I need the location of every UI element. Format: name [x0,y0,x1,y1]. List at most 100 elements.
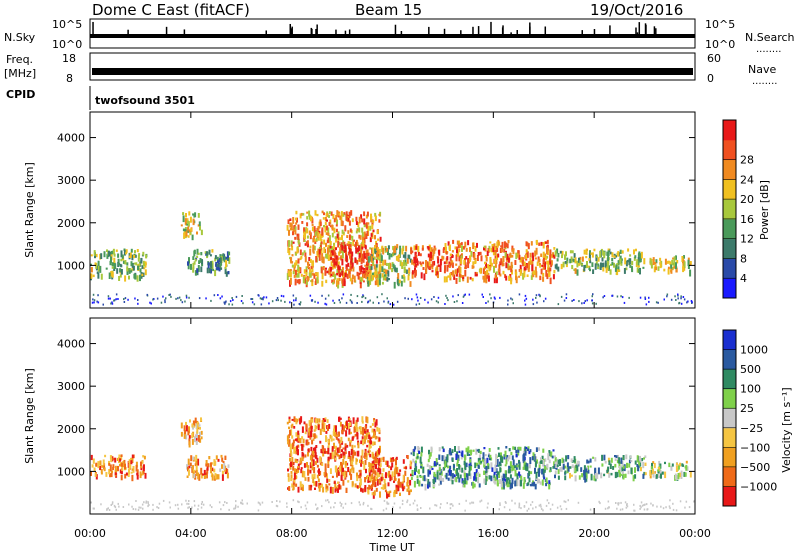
echo-cell [553,269,556,274]
echo-cell [628,258,631,265]
echo-cell [554,457,557,462]
ground-scatter-cell [655,301,658,304]
ground-scatter-cell [623,301,626,304]
ground-scatter-cell [461,302,464,304]
echo-cell [336,219,338,225]
echo-cell [592,269,595,274]
ground-scatter-cell [512,302,514,305]
echo-cell [309,245,312,249]
ground-scatter-cell [147,502,149,505]
nsky-tick-bottom: 10^0 [52,38,82,51]
echo-cell [376,256,379,261]
ground-scatter-cell [415,303,418,306]
echo-cell [650,263,653,269]
echo-cell [296,279,299,284]
echo-cell [549,277,552,285]
echo-cell [287,468,289,472]
ground-scatter-cell [131,505,133,508]
echo-cell [495,468,498,474]
ground-scatter-cell [201,501,203,503]
echo-cell [687,259,690,266]
echo-cell [369,446,372,449]
echo-cell [487,463,490,466]
echo-cell [290,478,293,482]
echo-cell [312,244,315,252]
echo-cell [290,429,293,436]
echo-cell [617,251,620,257]
echo-cell [541,479,544,486]
echo-cell [510,451,513,456]
echo-cell [314,424,317,431]
echo-cell [199,438,202,443]
echo-cell [465,480,468,484]
echo-cell [347,241,350,246]
ground-scatter-cell [147,505,149,508]
echo-cell [601,257,604,262]
echo-cell [622,473,625,480]
ground-scatter-cell [549,508,552,511]
echo-cell [429,470,431,475]
echo-cell [493,243,496,248]
echo-cell [95,253,98,258]
echo-cell [607,255,610,262]
ground-scatter-cell [91,301,94,304]
echo-cell [295,252,297,256]
echo-cell [190,228,193,232]
echo-cell [494,245,497,251]
echo-cell [326,478,329,483]
echo-cell [356,459,358,462]
echo-cell [297,430,300,435]
ground-scatter-cell [275,504,278,507]
echo-cell [335,425,337,432]
ground-scatter-cell [188,296,190,299]
ground-scatter-cell [415,293,418,296]
echo-cell [545,269,548,277]
echo-cell [292,231,294,236]
echo-cell [306,211,309,214]
echo-cell [470,449,472,456]
echo-cell [291,264,294,268]
ground-scatter-cell [102,303,104,306]
echo-cell [535,447,538,452]
echo-cell [217,264,220,271]
echo-cell [540,457,542,463]
ground-scatter-cell [628,296,630,299]
echo-cell [335,255,338,260]
echo-cell [371,478,374,482]
ground-scatter-cell [117,298,119,300]
echo-cell [108,272,111,279]
echo-cell [308,267,310,270]
echo-cell [363,231,366,238]
echo-cell [196,268,199,273]
echo-cell [325,486,328,493]
echo-cell [297,433,300,437]
echo-cell [356,432,359,440]
echo-cell [330,273,333,277]
echo-cell [604,260,607,268]
echo-cell [345,461,347,466]
echo-cell [311,226,314,232]
echo-cell [385,248,388,252]
ground-scatter-cell [219,297,222,300]
echo-cell [291,435,294,439]
echo-cell [620,261,623,266]
echo-cell [639,457,642,463]
echo-cell [673,259,676,267]
echo-cell [363,455,366,458]
echo-cell [184,218,187,225]
nsky-panel: N.Sky 10^5 10^0 N.Search ........ 10^5 1… [4,18,795,55]
echo-cell [431,261,434,267]
echo-cell [288,229,290,236]
echo-cell [312,248,315,253]
echo-cell [574,257,577,264]
echo-cell [331,224,334,229]
ground-scatter-cell [621,296,624,299]
echo-cell [519,257,522,263]
echo-cell [538,471,540,477]
echo-cell [429,452,432,457]
echo-cell [361,253,364,261]
ground-scatter-cell [209,504,211,507]
echo-cell [444,265,446,271]
echo-cell [654,262,657,265]
echo-cell [291,261,294,264]
